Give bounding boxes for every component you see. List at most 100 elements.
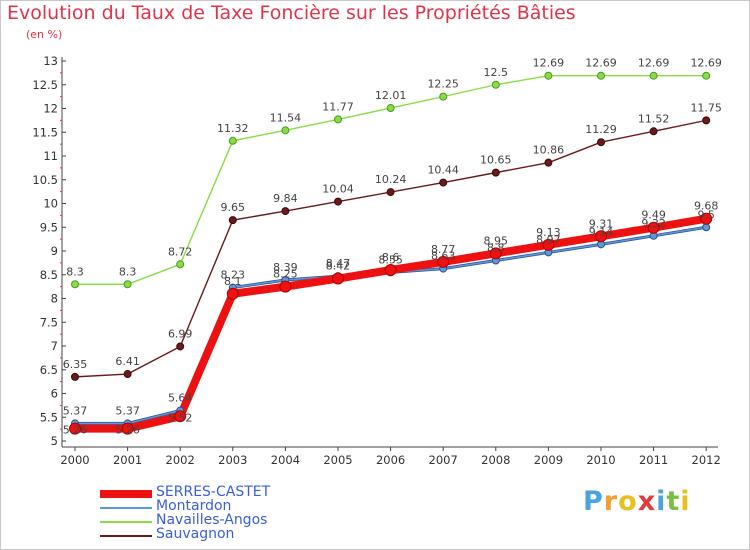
y-tick-label: 7 bbox=[51, 339, 58, 353]
data-point bbox=[121, 422, 134, 435]
data-label: 9.49 bbox=[641, 209, 666, 222]
y-tick-label: 12 bbox=[43, 102, 58, 116]
y-tick-label: 6 bbox=[51, 387, 58, 401]
data-label: 9.14 bbox=[589, 225, 614, 238]
data-point bbox=[281, 207, 290, 216]
data-point bbox=[332, 272, 344, 285]
data-point bbox=[595, 230, 607, 243]
data-label: 11.77 bbox=[322, 100, 354, 113]
data-point bbox=[228, 136, 237, 145]
proxiti-logo: Proxiti bbox=[583, 486, 691, 517]
data-point bbox=[649, 71, 658, 80]
data-label: 8.95 bbox=[484, 234, 509, 247]
data-point bbox=[437, 255, 450, 268]
data-label: 12.5 bbox=[484, 66, 509, 79]
data-label: 12.69 bbox=[533, 57, 565, 70]
data-point bbox=[176, 342, 185, 351]
data-point bbox=[123, 370, 132, 379]
data-point bbox=[544, 71, 553, 80]
data-label: 12.25 bbox=[427, 78, 459, 91]
data-point bbox=[489, 247, 502, 260]
logo-letter: i bbox=[680, 486, 691, 517]
data-point bbox=[281, 126, 290, 135]
y-tick-label: 10 bbox=[43, 197, 58, 211]
data-label: 8.6 bbox=[382, 251, 400, 264]
data-point bbox=[702, 71, 711, 80]
data-label: 9.68 bbox=[694, 200, 719, 213]
y-tick-label: 10.5 bbox=[32, 173, 58, 187]
x-tick-label: 2003 bbox=[218, 453, 247, 467]
data-label: 9.5 bbox=[697, 208, 715, 221]
data-point bbox=[226, 287, 239, 300]
logo-letter: r bbox=[603, 486, 619, 517]
legend-swatch bbox=[100, 490, 152, 498]
data-label: 11.52 bbox=[638, 112, 670, 125]
data-label: 9.31 bbox=[589, 217, 614, 230]
data-label: 9.65 bbox=[221, 201, 246, 214]
data-point bbox=[544, 158, 553, 167]
data-point bbox=[491, 80, 500, 89]
data-point bbox=[649, 127, 658, 136]
data-point bbox=[647, 221, 660, 234]
data-point bbox=[174, 410, 187, 423]
data-label: 8.72 bbox=[168, 245, 193, 258]
logo-letter: i bbox=[656, 486, 667, 517]
data-point bbox=[597, 71, 605, 80]
x-tick-label: 2005 bbox=[323, 453, 352, 467]
data-point bbox=[279, 280, 292, 293]
y-tick-label: 11 bbox=[43, 149, 58, 163]
data-point bbox=[542, 238, 555, 251]
y-tick-label: 11.5 bbox=[32, 125, 58, 139]
data-label: 8.39 bbox=[273, 261, 298, 274]
data-label: 5.37 bbox=[115, 404, 140, 417]
data-point bbox=[386, 188, 395, 197]
data-point bbox=[702, 223, 711, 232]
x-tick-label: 2002 bbox=[166, 453, 195, 467]
y-tick-label: 9 bbox=[51, 244, 58, 258]
data-label: 8.3 bbox=[66, 265, 84, 278]
data-label: 8.8 bbox=[487, 242, 505, 255]
data-label: 5.64 bbox=[168, 392, 193, 405]
x-tick-label: 2000 bbox=[60, 453, 89, 467]
legend-label: Sauvagnon bbox=[156, 526, 235, 542]
data-label: 5.52 bbox=[168, 411, 193, 424]
data-point bbox=[334, 115, 342, 124]
y-tick-label: 12.5 bbox=[32, 78, 58, 92]
x-tick-label: 2004 bbox=[271, 453, 300, 467]
y-tick-label: 5.5 bbox=[40, 410, 58, 424]
data-point bbox=[491, 168, 500, 177]
data-label: 10.04 bbox=[322, 183, 354, 196]
data-label: 12.69 bbox=[690, 57, 722, 70]
y-tick-label: 8.5 bbox=[40, 268, 58, 282]
x-tick-label: 2010 bbox=[586, 453, 615, 467]
y-tick-label: 7.5 bbox=[40, 315, 58, 329]
data-label: 8.42 bbox=[326, 260, 351, 273]
data-label: 10.86 bbox=[533, 144, 565, 157]
y-tick-label: 5 bbox=[51, 434, 58, 448]
x-tick-label: 2012 bbox=[692, 453, 721, 467]
data-label: 5.26 bbox=[63, 424, 88, 437]
x-tick-label: 2008 bbox=[481, 453, 510, 467]
data-label: 12.69 bbox=[585, 57, 617, 70]
y-axis-unit-label: (en %) bbox=[26, 28, 63, 41]
data-label: 10.44 bbox=[427, 164, 459, 177]
data-label: 8.55 bbox=[378, 253, 403, 266]
data-point bbox=[700, 212, 713, 225]
data-label: 6.41 bbox=[115, 355, 140, 368]
data-label: 9.84 bbox=[273, 192, 298, 205]
data-point bbox=[69, 422, 81, 435]
data-label: 8.63 bbox=[431, 250, 456, 263]
legend-label: SERRES-CASTET bbox=[156, 484, 271, 500]
chart-title: Evolution du Taux de Taxe Foncière sur l… bbox=[7, 2, 576, 24]
data-label: 11.32 bbox=[217, 122, 249, 135]
data-point bbox=[123, 280, 132, 289]
data-point bbox=[71, 372, 79, 381]
legend-swatch bbox=[100, 507, 152, 509]
logo-letter: x bbox=[637, 486, 657, 517]
data-point bbox=[439, 92, 448, 101]
y-tick-label: 8 bbox=[51, 292, 58, 306]
data-label: 6.35 bbox=[63, 358, 88, 371]
data-point bbox=[176, 260, 185, 269]
x-tick-label: 2011 bbox=[639, 453, 668, 467]
data-label: 11.75 bbox=[690, 101, 722, 114]
